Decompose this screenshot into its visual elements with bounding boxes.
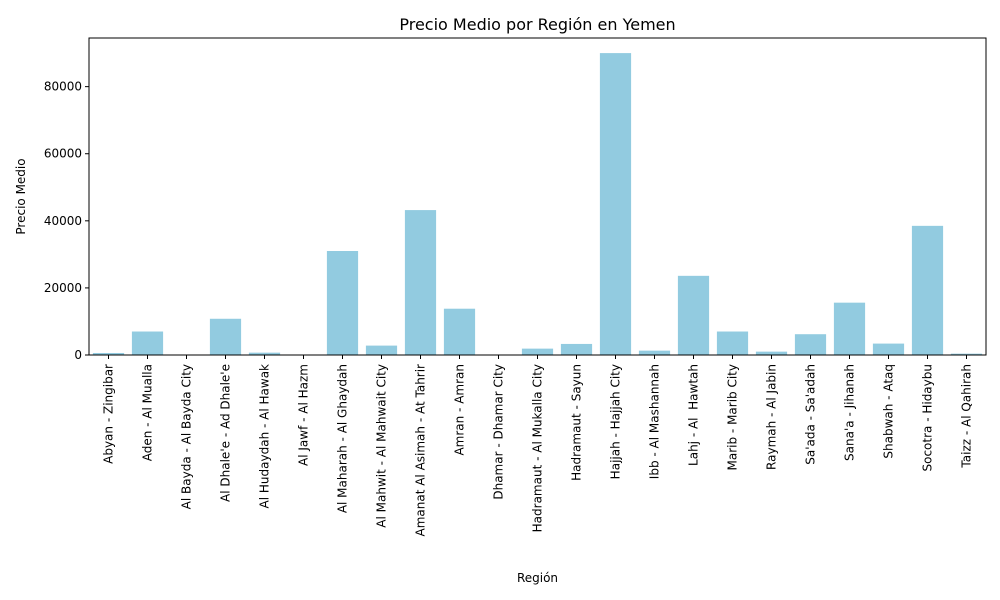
- y-tick-label-3: 60000: [44, 147, 82, 161]
- x-tick-label-5: Al Jawf - Al Hazm: [297, 364, 311, 466]
- bar-1: [131, 331, 164, 355]
- x-tick-label-20: Shabwah - Ataq: [882, 364, 896, 459]
- bar-20: [872, 343, 905, 355]
- bar-16: [716, 331, 749, 355]
- x-tick-label-11: Hadramaut - Al Mukalla City: [531, 364, 545, 532]
- bars-group: [92, 53, 983, 355]
- x-tick-label-22: Taizz - Al Qahirah: [960, 364, 974, 469]
- x-tick-label-19: Sana'a - Jihanah: [843, 364, 857, 461]
- y-axis: 0 20000 40000 60000 80000: [44, 80, 89, 362]
- x-tick-label-10: Dhamar - Dhamar City: [492, 364, 506, 500]
- x-tick-label-3: Al Dhale'e - Ad Dhale'e: [219, 364, 233, 502]
- x-tick-label-8: Amanat Al Asimah - At Tahrir: [414, 364, 428, 537]
- x-tick-label-18: Sa'ada - Sa'adah: [804, 364, 818, 465]
- bar-3: [209, 318, 242, 355]
- bar-19: [833, 302, 866, 355]
- plot-frame: [88, 37, 987, 356]
- bar-0: [92, 352, 125, 355]
- x-tick-label-14: Ibb - Al Mashannah: [648, 364, 662, 479]
- y-tick-label-1: 20000: [44, 281, 82, 295]
- x-tick-label-9: Amran - Amran: [453, 364, 467, 456]
- x-tick-label-16: Marib - Marib City: [726, 364, 740, 470]
- bar-7: [365, 345, 398, 355]
- bar-17: [755, 351, 788, 355]
- bar-4: [248, 352, 281, 355]
- bar-8: [404, 210, 437, 355]
- x-tick-label-2: Al Bayda - Al Bayda City: [180, 364, 194, 509]
- y-tick-label-2: 40000: [44, 214, 82, 228]
- x-tick-label-7: Al Mahwit - Al Mahwait City: [375, 364, 389, 528]
- bar-11: [521, 348, 554, 355]
- x-axis: Abyan - Zingibar Aden - Al Mualla Al Bayda…: [102, 355, 974, 537]
- x-tick-label-1: Aden - Al Mualla: [141, 364, 155, 461]
- x-tick-label-12: Hadramaut - Sayun: [570, 364, 584, 481]
- bar-9: [443, 308, 476, 355]
- bar-13: [599, 53, 632, 355]
- x-tick-label-6: Al Maharah - Al Ghaydah: [336, 364, 350, 513]
- y-axis-label: Precio Medio: [14, 158, 28, 234]
- x-tick-label-15: Lahj - Al Hawtah: [687, 364, 701, 466]
- x-axis-label: Región: [517, 571, 558, 585]
- bar-21: [911, 225, 944, 355]
- y-tick-label-4: 80000: [44, 80, 82, 94]
- bar-12: [560, 343, 593, 355]
- bar-22: [950, 353, 983, 355]
- bar-18: [794, 334, 827, 355]
- x-tick-label-17: Raymah - Al Jabin: [765, 364, 779, 470]
- x-tick-label-4: Al Hudaydah - Al Hawak: [258, 364, 272, 508]
- y-tick-label-0: 0: [74, 348, 82, 362]
- x-tick-label-21: Socotra - Hidaybu: [921, 364, 935, 472]
- chart-title: Precio Medio por Región en Yemen: [399, 15, 675, 34]
- x-tick-label-0: Abyan - Zingibar: [102, 364, 116, 464]
- x-tick-label-13: Hajjah - Hajjah City: [609, 364, 623, 479]
- bar-15: [677, 275, 710, 355]
- bar-14: [638, 350, 671, 355]
- bar-6: [326, 251, 359, 355]
